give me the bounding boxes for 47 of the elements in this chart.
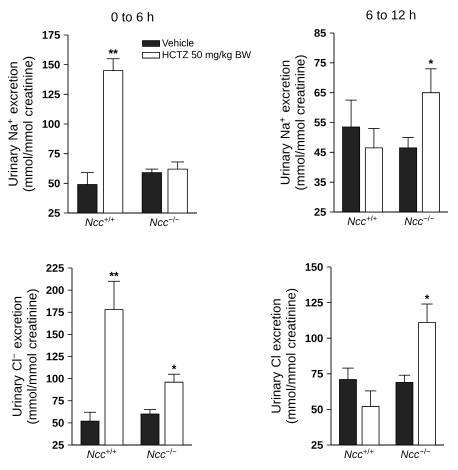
x-tick-label: Ncc$^{−/−}$ xyxy=(400,448,430,458)
y-tick-label: 100 xyxy=(42,120,60,128)
y-tick-label: 50 xyxy=(48,179,60,188)
y-tick-label: 100 xyxy=(46,374,64,383)
legend-label: HCTZ 50 mg/kg BW xyxy=(162,50,252,60)
y-tick-label: 25 xyxy=(48,209,60,217)
y-tick-label: 175 xyxy=(46,308,64,316)
legend-label: Vehicle xyxy=(162,39,194,46)
y-tick-label: 25 xyxy=(52,441,64,449)
y-tick-label: 65 xyxy=(314,88,326,97)
y-tick-label: 225 xyxy=(46,264,64,272)
x-tick-label: Ncc$^{−/−}$ xyxy=(150,216,180,226)
x-tick-label: Ncc$^{+/+}$ xyxy=(87,448,116,458)
y-tick-label: 45 xyxy=(314,148,326,156)
y-tick-label: 175 xyxy=(42,31,60,39)
y-tick-label: 50 xyxy=(52,419,64,427)
x-tick-label: Ncc$^{−/−}$ xyxy=(147,448,176,458)
y-tick-label: 75 xyxy=(314,59,326,67)
y-tick-label: 200 xyxy=(46,286,64,294)
y-tick-label: 75 xyxy=(48,150,60,158)
y-tick-label: 125 xyxy=(46,352,64,360)
annotation: ** xyxy=(108,49,118,54)
x-tick-label: Ncc$^{+/+}$ xyxy=(85,216,115,226)
annotation: * xyxy=(428,59,434,64)
y-tick-label: 100 xyxy=(306,334,323,342)
y-tick-label: 50 xyxy=(311,406,323,414)
y-tick-label: 125 xyxy=(42,90,60,98)
chart-title: 6 to 12 h xyxy=(366,10,416,20)
y-tick-label: 25 xyxy=(311,441,323,449)
y-tick-label: 150 xyxy=(46,330,64,338)
y-tick-label: 125 xyxy=(306,298,323,306)
y-tick-label: 25 xyxy=(314,208,326,216)
y-tick-label: 85 xyxy=(314,29,326,37)
chart-title: 0 to 6 h xyxy=(111,12,154,22)
y-tick-label: 35 xyxy=(314,178,326,186)
annotation: ** xyxy=(109,272,119,276)
y-tick-label: 75 xyxy=(52,396,64,405)
annotation: * xyxy=(172,364,176,370)
x-tick-label: Ncc$^{+/+}$ xyxy=(344,448,374,458)
x-tick-label: Ncc$^{−/−}$ xyxy=(404,216,434,226)
y-axis-title: Urinary Cl excretion (mmol/mmol creatinine) xyxy=(271,288,298,424)
y-tick-label: 150 xyxy=(306,263,323,271)
y-tick-label: 55 xyxy=(314,118,326,126)
y-tick-label: 150 xyxy=(42,60,60,69)
x-tick-label: Ncc$^{+/+}$ xyxy=(348,216,377,226)
y-tick-label: 75 xyxy=(312,370,323,378)
annotation: * xyxy=(424,294,430,300)
